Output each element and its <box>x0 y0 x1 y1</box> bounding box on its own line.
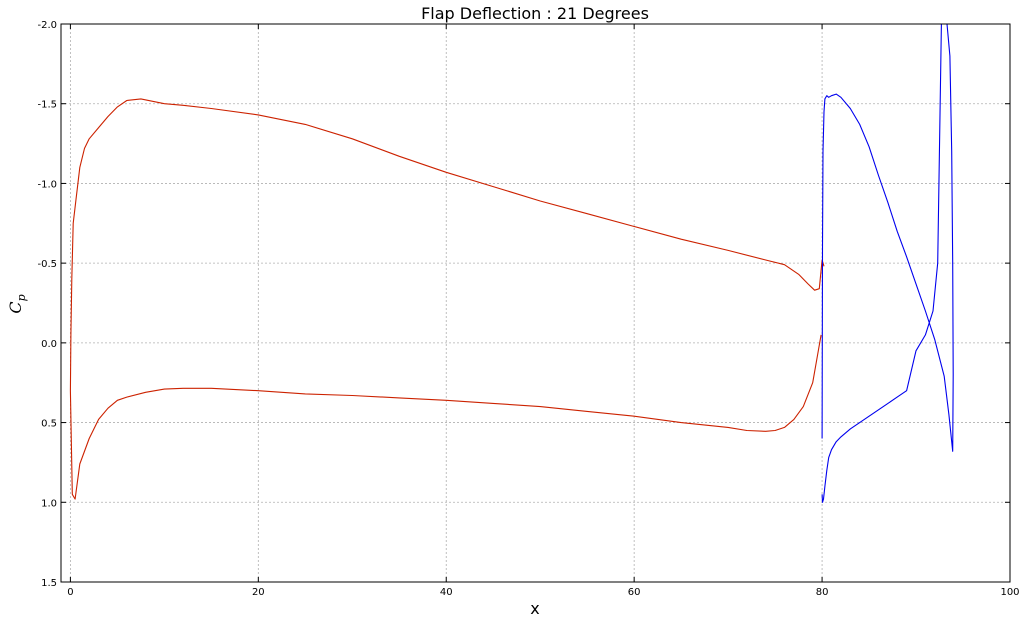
y-axis-label-main: C <box>6 301 25 313</box>
tick-layer: 0 20 40 60 80 100 -2.0 -1.5 -1.0 -0.5 0.0 0.5 1.0 1.5 <box>37 20 1019 598</box>
chart-title: Flap Deflection : 21 Degrees <box>421 4 649 23</box>
y-tick-label: 1.5 <box>41 578 57 589</box>
y-tick-label: 0.0 <box>41 339 57 350</box>
y-axis-label: Cp <box>6 294 28 313</box>
series-line-2 <box>821 24 954 503</box>
y-tick-label: -1.5 <box>37 100 57 111</box>
y-tick-label: -1.0 <box>37 179 57 190</box>
x-tick-label: 40 <box>440 587 453 598</box>
series-layer <box>69 24 954 503</box>
x-tick-label: 20 <box>252 587 265 598</box>
x-tick-label: 60 <box>628 587 641 598</box>
y-tick-label: -2.0 <box>37 20 57 31</box>
series-line-1 <box>69 98 825 500</box>
x-axis-label: x <box>530 599 539 618</box>
y-tick-label: -0.5 <box>37 259 57 270</box>
y-tick-label: 1.0 <box>41 498 57 509</box>
y-tick-label: 0.5 <box>41 419 57 430</box>
x-tick-label: 80 <box>816 587 829 598</box>
plot-frame <box>60 23 1011 583</box>
grid-layer <box>61 24 1010 582</box>
x-tick-label: 0 <box>67 587 73 598</box>
x-tick-label: 100 <box>1000 587 1019 598</box>
y-axis-label-sub: p <box>15 294 28 301</box>
